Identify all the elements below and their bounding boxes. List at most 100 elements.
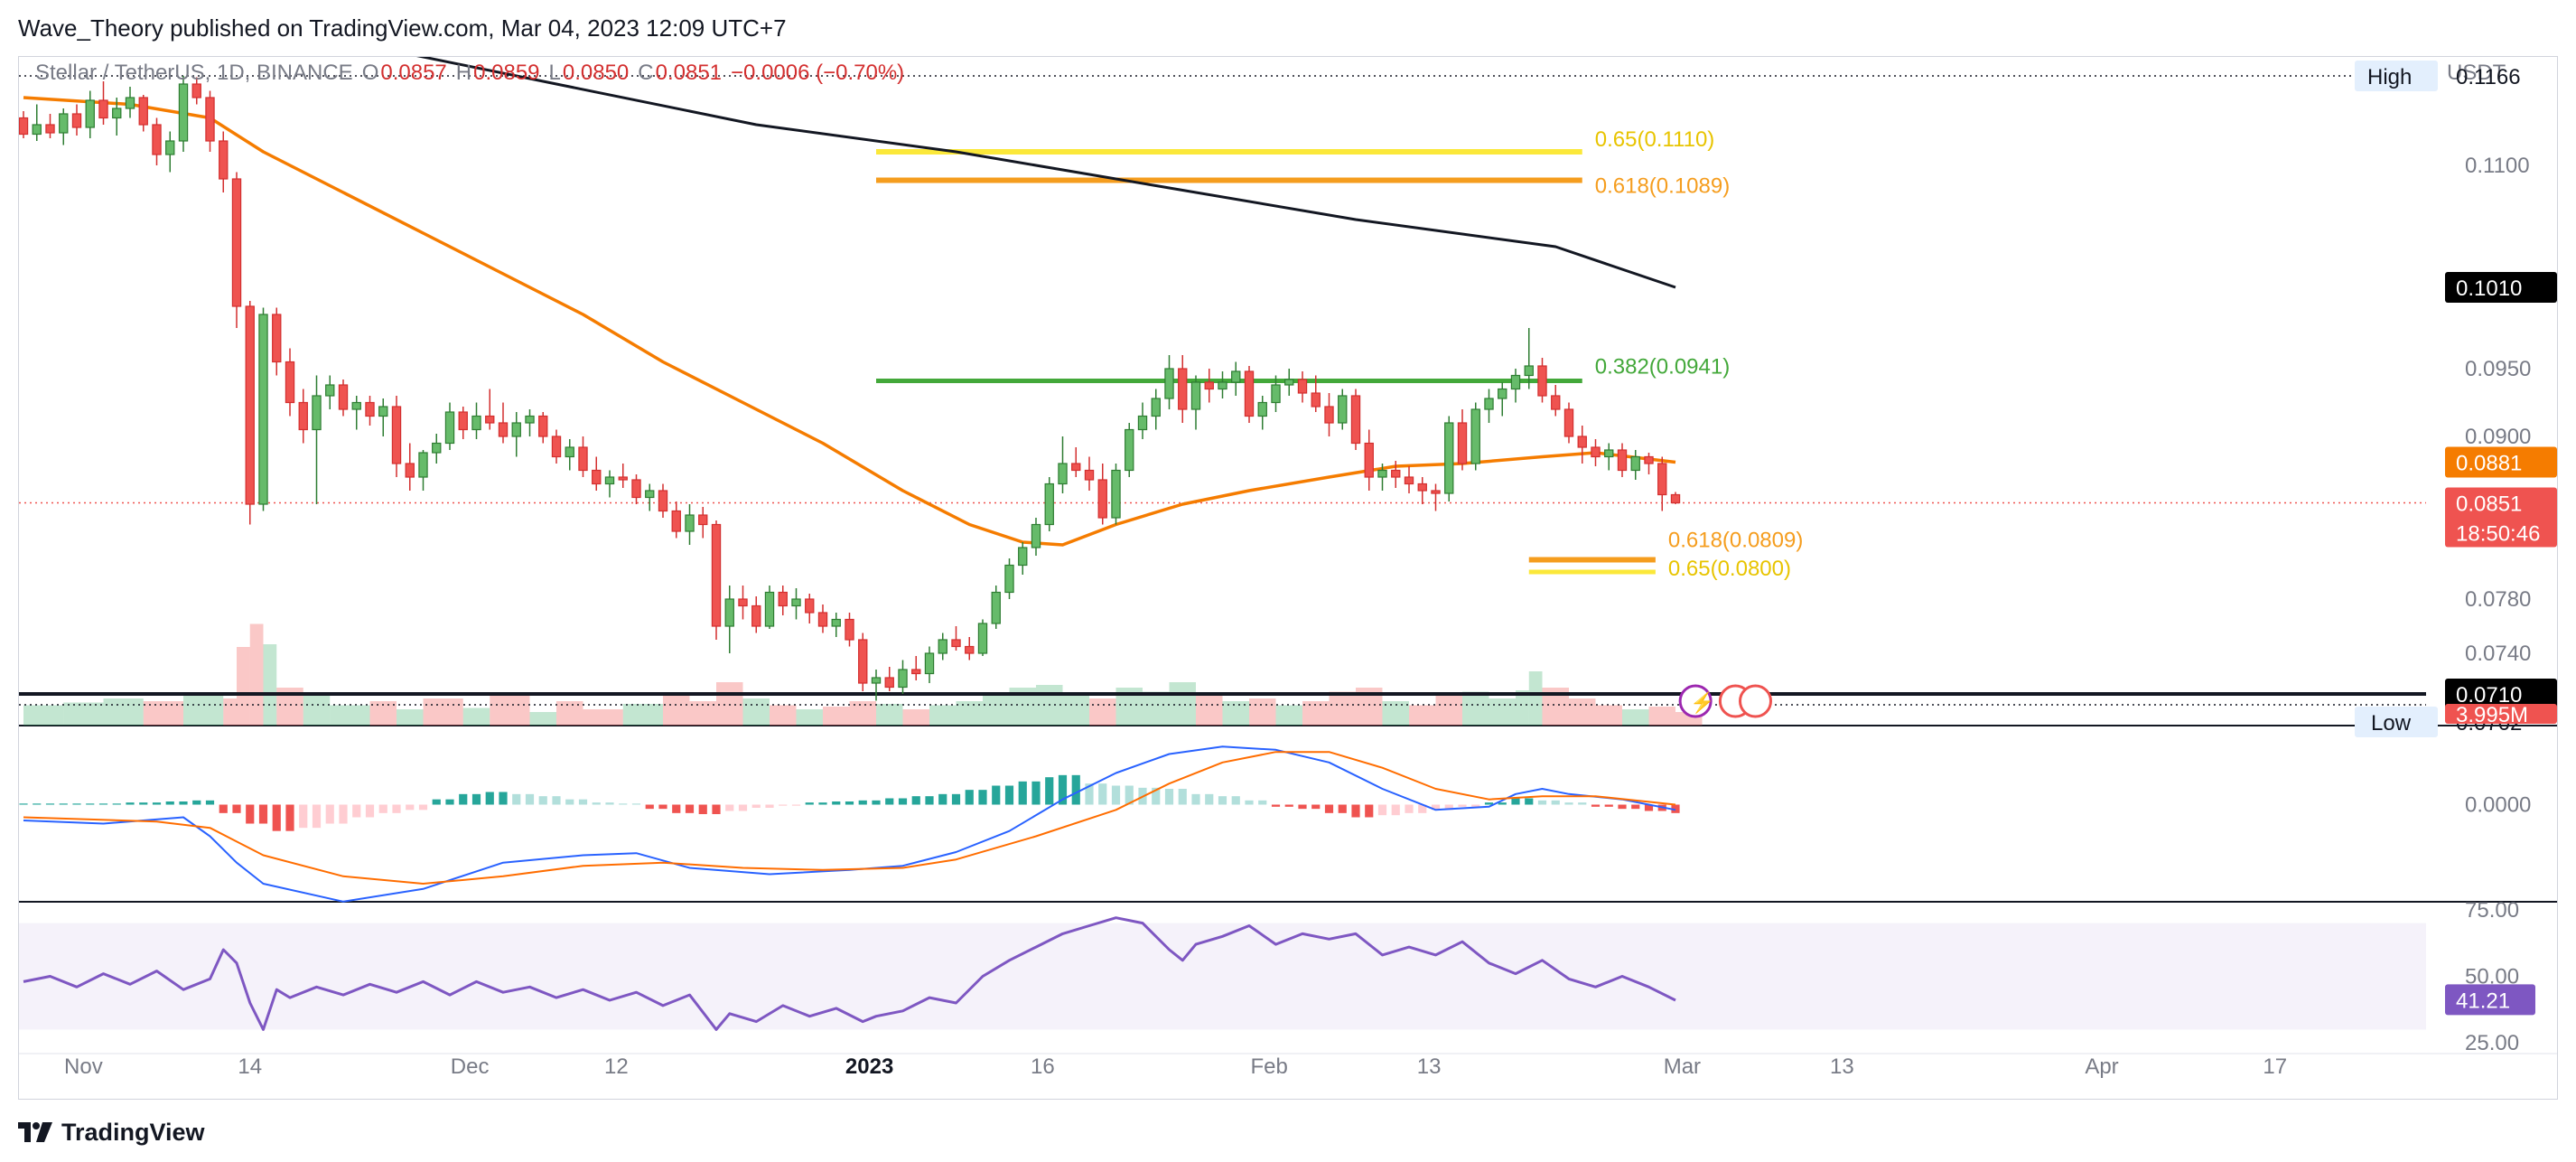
time-axis-tick: 12 xyxy=(604,1054,629,1079)
macd-histogram-bar xyxy=(1218,796,1227,805)
macd-histogram-bar xyxy=(698,804,707,814)
macd-histogram-bar xyxy=(1564,802,1573,805)
candle-body xyxy=(1391,469,1401,478)
macd-histogram-bar xyxy=(965,790,974,805)
macd-histogram-bar xyxy=(445,799,454,805)
candle-body xyxy=(1018,547,1028,567)
volume-badge xyxy=(2445,704,2557,724)
macd-histogram-bar xyxy=(499,792,508,805)
macd-histogram-bar xyxy=(1311,804,1321,810)
macd-histogram-bar xyxy=(1178,789,1187,805)
candle-body xyxy=(112,108,122,119)
volume-area xyxy=(1222,701,1249,726)
fib-level-0650-upper-label: 0.65(0.1110) xyxy=(1595,127,1715,152)
candle-body xyxy=(498,422,509,437)
macd-histogram-bar xyxy=(1551,800,1560,805)
candle-body xyxy=(458,411,468,431)
candle-body xyxy=(671,510,681,532)
candle-body xyxy=(871,677,882,684)
high-label-value: 0.1166 xyxy=(2456,65,2521,89)
macd-histogram-bar xyxy=(232,804,241,813)
support-price-value: 0.0710 xyxy=(2456,683,2522,708)
candle-body xyxy=(1324,406,1334,424)
macd-histogram-bar xyxy=(1152,787,1161,805)
candle-body xyxy=(1097,479,1107,519)
fib-level-0618-upper-label: 0.618(0.1089) xyxy=(1595,174,1730,199)
candle-body xyxy=(1178,368,1188,410)
candle-body xyxy=(351,401,361,410)
candle-body xyxy=(1058,463,1068,485)
rsi-line xyxy=(23,916,1676,1031)
high-label-text: High xyxy=(2367,65,2412,89)
macd-histogram-bar xyxy=(406,804,415,811)
candle-body xyxy=(1524,365,1534,377)
candle-body xyxy=(1311,392,1321,408)
macd-histogram-bar xyxy=(805,802,814,805)
ma-short-price-value: 0.0881 xyxy=(2456,452,2522,476)
macd-histogram-bar xyxy=(525,793,535,805)
macd-histogram-bar xyxy=(246,804,255,824)
bar-countdown: 18:50:46 xyxy=(2456,522,2540,547)
fib-level-0650-lower-label: 0.65(0.0800) xyxy=(1668,557,1791,581)
price-chart[interactable]: 0.65(0.1110) 0.618(0.1089) 0.382(0.0941) 0.… xyxy=(19,57,2557,1099)
candle-body xyxy=(911,669,921,675)
candle-body xyxy=(1484,398,1494,410)
volume-area xyxy=(556,701,583,726)
macd-histogram-bar xyxy=(192,800,201,805)
ma-long-line xyxy=(416,57,1676,289)
macd-histogram-bar xyxy=(818,802,827,805)
macd-histogram-bar xyxy=(1671,804,1680,813)
candle-body xyxy=(338,384,349,410)
currency-label: USDT xyxy=(2447,61,2506,85)
candle-body xyxy=(631,479,641,499)
macd-histogram-bar xyxy=(1298,804,1307,810)
macd-histogram-bar xyxy=(925,796,934,805)
macd-histogram-bar xyxy=(1085,783,1094,805)
volume-area xyxy=(1356,688,1383,726)
volume-area xyxy=(1009,688,1036,726)
candle-body xyxy=(1604,449,1614,458)
macd-histogram-bar xyxy=(1284,804,1293,807)
macd-histogram-bar xyxy=(1377,804,1387,816)
volume-area xyxy=(529,712,556,726)
candle-body xyxy=(685,514,695,532)
macd-histogram-bar xyxy=(219,804,228,813)
tradingview-brand-text: TradingView xyxy=(61,1118,205,1146)
macd-histogram-bar xyxy=(1471,804,1480,807)
support-price-badge xyxy=(2445,679,2557,709)
candle-body xyxy=(1551,395,1561,410)
candle-body xyxy=(1218,381,1227,390)
candle-body xyxy=(85,99,95,128)
candle-body xyxy=(658,490,668,512)
macd-histogram-bar xyxy=(885,798,894,805)
dividends-icon xyxy=(1678,684,1713,718)
tradingview-logo[interactable]: TradingView xyxy=(18,1114,205,1150)
price-axis-tick: 0.0950 xyxy=(2465,357,2531,381)
candle-body xyxy=(1164,368,1174,399)
candle-body xyxy=(444,411,455,445)
fib-level-0382-label: 0.382(0.0941) xyxy=(1595,355,1730,380)
macd-histogram-bar xyxy=(98,803,108,805)
candle-body xyxy=(805,598,815,614)
candle-body xyxy=(1111,469,1121,519)
time-axis-tick: Apr xyxy=(2085,1054,2118,1079)
candle-body xyxy=(1563,408,1574,437)
volume-area xyxy=(263,644,277,726)
macd-histogram-bar xyxy=(672,804,681,813)
low-label-text: Low xyxy=(2371,711,2412,736)
macd-histogram-bar xyxy=(299,804,308,829)
macd-histogram-bar xyxy=(378,804,387,813)
candle-body xyxy=(272,314,282,363)
high-label-badge xyxy=(2355,61,2438,91)
volume-area xyxy=(902,709,929,726)
candle-body xyxy=(898,669,908,689)
candle-body xyxy=(538,415,548,437)
volume-area xyxy=(276,688,303,726)
macd-histogram-bar xyxy=(605,802,614,805)
candle-body xyxy=(1417,483,1427,492)
macd-histogram-bar xyxy=(951,793,961,805)
candle-body xyxy=(59,113,69,134)
macd-histogram-bar xyxy=(978,790,987,805)
candle-body xyxy=(1630,455,1640,472)
candle-body xyxy=(1271,384,1281,404)
